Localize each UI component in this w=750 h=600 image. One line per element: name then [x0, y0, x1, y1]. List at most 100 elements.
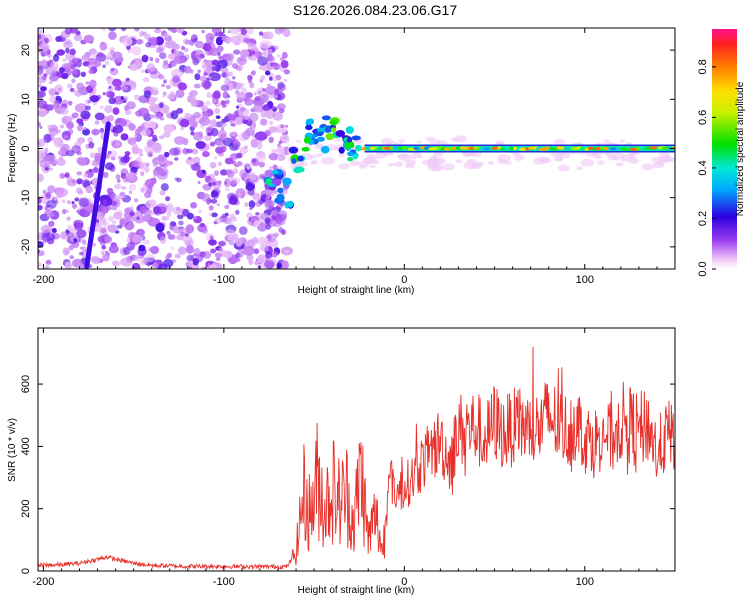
noise-speckle — [165, 216, 170, 221]
noise-speckle — [266, 53, 274, 62]
noise-speckle — [242, 246, 255, 256]
cluster-blob — [277, 187, 284, 194]
noise-speckle — [144, 120, 157, 130]
noise-speckle — [201, 112, 210, 120]
spectrogram-marks — [84, 115, 675, 269]
noise-speckle — [257, 56, 268, 66]
noise-speckle — [192, 57, 200, 66]
noise-speckle — [214, 65, 218, 69]
noise-speckle — [83, 126, 87, 131]
noise-speckle — [39, 125, 43, 129]
noise-speckle — [39, 159, 49, 168]
noise-speckle — [209, 260, 214, 266]
noise-speckle — [134, 254, 142, 262]
noise-speckle — [104, 60, 109, 64]
noise-speckle — [108, 28, 117, 32]
haze-speckle — [558, 164, 570, 172]
noise-speckle — [115, 174, 121, 180]
noise-speckle — [250, 138, 259, 148]
noise-speckle — [232, 82, 243, 90]
noise-speckle — [107, 86, 114, 92]
noise-speckle — [167, 234, 176, 240]
noise-speckle — [278, 213, 287, 222]
noise-speckle — [260, 75, 266, 81]
haze-speckle — [296, 160, 308, 167]
noise-speckle — [172, 226, 184, 234]
noise-speckle — [269, 120, 274, 126]
cluster-blob — [331, 119, 338, 126]
noise-speckle — [181, 30, 188, 36]
noise-speckle — [49, 95, 56, 103]
noise-speckle — [197, 43, 204, 48]
noise-speckle — [154, 28, 162, 34]
noise-speckle — [148, 199, 157, 209]
noise-speckle — [83, 34, 95, 44]
noise-speckle — [140, 171, 145, 177]
noise-speckle — [215, 257, 221, 261]
snr-frame — [37, 327, 676, 572]
noise-speckle — [140, 69, 145, 73]
noise-speckle — [235, 209, 240, 215]
noise-speckle — [229, 119, 234, 124]
noise-speckle — [69, 48, 76, 56]
noise-speckle — [219, 247, 224, 252]
noise-speckle — [163, 80, 167, 84]
noise-speckle — [174, 253, 181, 259]
noise-speckle — [51, 228, 57, 233]
noise-speckle — [264, 217, 271, 225]
noise-speckle — [38, 28, 43, 35]
noise-speckle — [160, 183, 169, 192]
noise-speckle — [280, 60, 289, 69]
noise-speckle — [193, 38, 198, 42]
noise-speckle — [71, 145, 82, 154]
noise-speckle — [66, 200, 71, 205]
noise-speckle — [166, 203, 174, 213]
haze-speckle — [427, 162, 437, 168]
noise-speckle — [140, 128, 152, 137]
noise-speckle — [276, 103, 286, 111]
noise-speckle — [201, 105, 208, 112]
noise-speckle — [60, 231, 68, 240]
noise-speckle — [80, 246, 85, 250]
noise-speckle — [252, 193, 262, 202]
noise-speckle — [71, 201, 75, 205]
noise-speckle — [55, 187, 68, 198]
noise-speckle — [57, 140, 64, 147]
noise-speckle — [59, 67, 65, 73]
noise-speckle — [71, 68, 78, 75]
noise-speckle — [185, 224, 195, 234]
noise-speckle — [85, 81, 90, 85]
noise-speckle — [62, 208, 67, 215]
spectrogram-x-axis-label: Height of straight line (km) — [298, 285, 415, 296]
haze-speckle — [276, 156, 283, 159]
noise-speckle — [72, 258, 83, 268]
noise-speckle — [134, 198, 139, 203]
cluster-blob — [338, 146, 345, 154]
noise-speckle — [94, 120, 100, 125]
noise-speckle — [112, 220, 117, 225]
noise-speckle — [244, 145, 248, 149]
noise-speckle — [111, 205, 118, 211]
noise-speckle — [277, 54, 281, 58]
noise-speckle — [157, 168, 165, 176]
noise-speckle — [38, 241, 44, 248]
haze-speckle — [651, 156, 662, 164]
noise-speckle — [198, 131, 203, 137]
noise-speckle — [272, 76, 277, 82]
noise-speckle — [110, 156, 116, 161]
noise-speckle — [192, 156, 201, 163]
noise-speckle — [214, 107, 221, 115]
haze-speckle — [338, 163, 350, 170]
noise-speckle — [208, 212, 213, 216]
noise-speckle — [258, 90, 262, 95]
haze-speckle — [282, 138, 290, 143]
cluster-blob — [291, 158, 297, 164]
noise-speckle — [85, 185, 93, 194]
noise-speckle — [230, 35, 241, 44]
noise-speckle — [59, 124, 65, 129]
noise-speckle — [283, 190, 288, 194]
noise-speckle — [128, 190, 133, 195]
haze-speckle — [497, 158, 507, 164]
noise-speckle — [204, 134, 212, 142]
